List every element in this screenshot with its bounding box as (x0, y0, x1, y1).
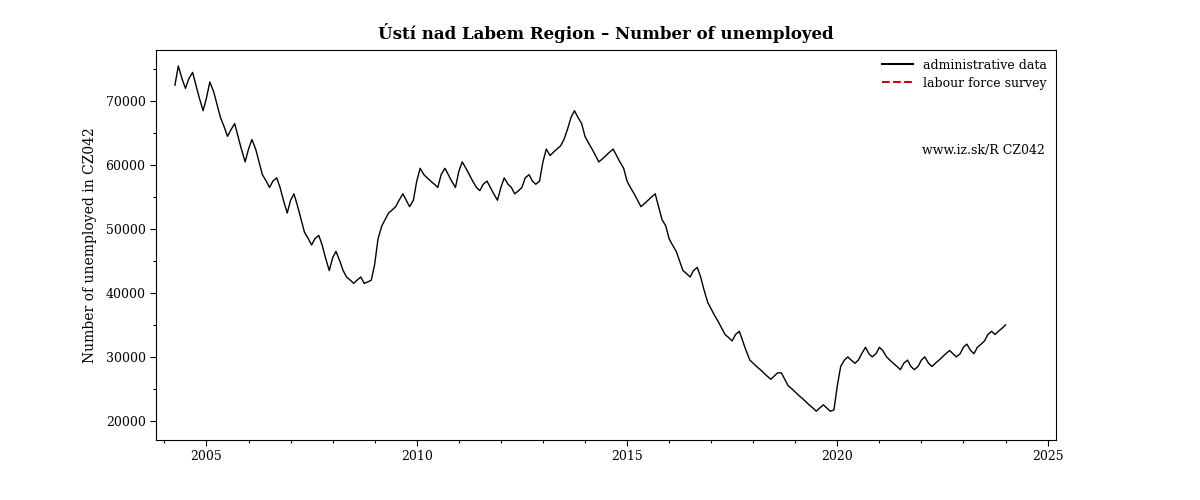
Text: www.iz.sk/R CZ042: www.iz.sk/R CZ042 (923, 144, 1045, 156)
Title: Ústí nad Labem Region – Number of unemployed: Ústí nad Labem Region – Number of unempl… (378, 23, 834, 43)
Legend: administrative data, labour force survey: administrative data, labour force survey (877, 54, 1052, 95)
Y-axis label: Number of unemployed in CZ042: Number of unemployed in CZ042 (83, 127, 97, 363)
